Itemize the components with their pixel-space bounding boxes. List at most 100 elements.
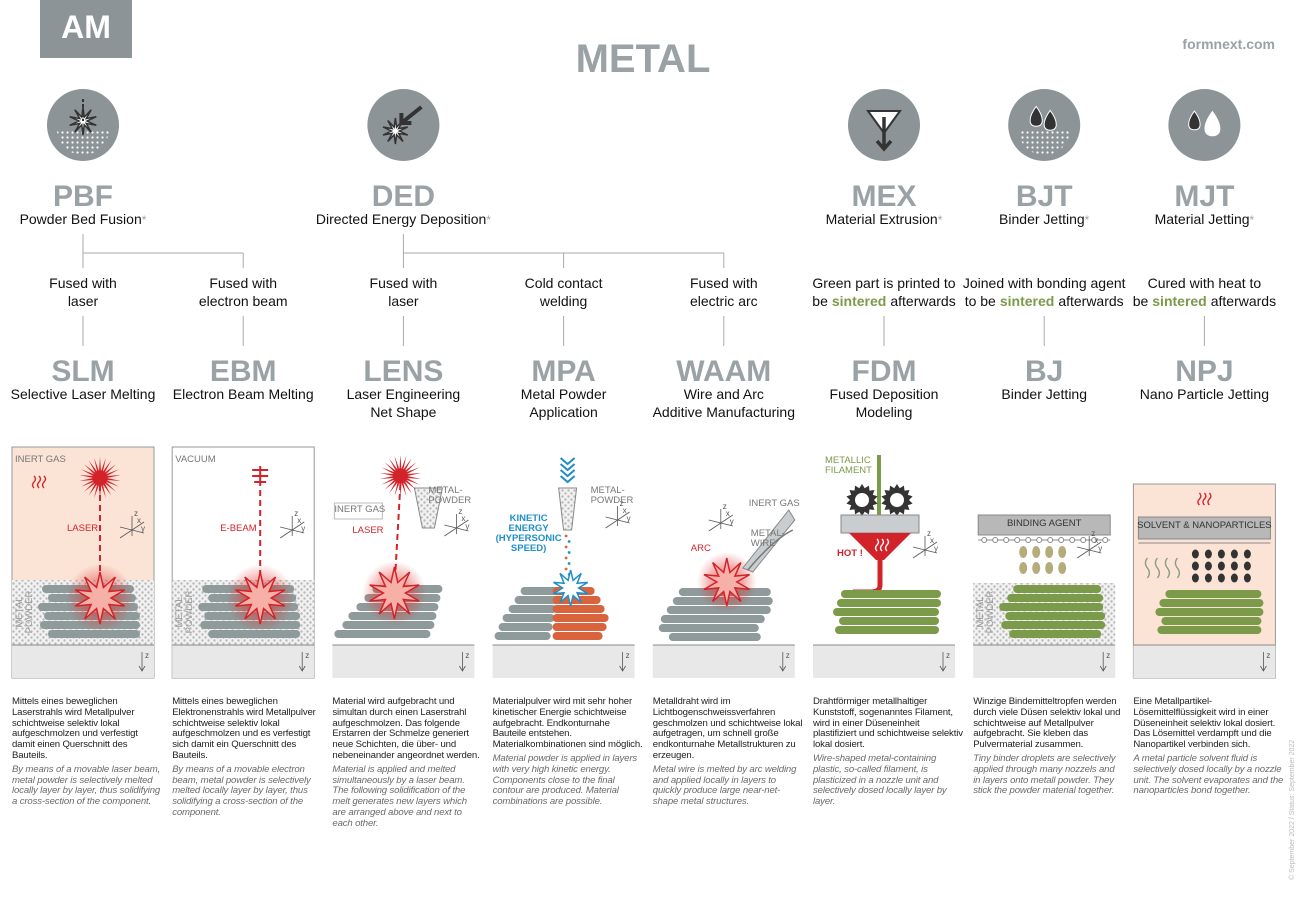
- diagram-label: E-BEAM: [220, 523, 257, 534]
- diagram-label: INERT GAS: [334, 504, 385, 515]
- family-asterisk: *: [1250, 213, 1255, 227]
- torch: [741, 509, 796, 573]
- process-name: Application: [529, 404, 598, 420]
- description: Material wird aufgebracht und simultan d…: [332, 696, 482, 830]
- wire: [747, 529, 794, 571]
- heat-wave: [874, 538, 880, 552]
- axis-letter: x: [1094, 536, 1098, 545]
- axes-gizmo: [119, 516, 145, 539]
- layer: [837, 599, 941, 607]
- axis-letter: z: [626, 651, 630, 660]
- family-code: DED: [372, 180, 435, 213]
- particle-drop: [1243, 561, 1251, 571]
- chevron: [559, 475, 576, 484]
- icon-powder: [1018, 129, 1071, 155]
- axis-letter: y: [934, 544, 938, 553]
- particle-drop: [1204, 561, 1212, 571]
- family-name-text: Material Jetting: [1155, 211, 1250, 227]
- description-en: Material powder is applied in layers wit…: [492, 752, 638, 808]
- heat-wave: [1202, 492, 1207, 506]
- z-arrow-head: [459, 665, 466, 672]
- method-line: laser: [388, 293, 419, 309]
- method-line: to be sintered afterwards: [965, 293, 1124, 309]
- axis-letter: z: [465, 651, 469, 660]
- particle-drop: [1217, 561, 1225, 571]
- nozzle: [1014, 537, 1021, 543]
- method-line: be sintered afterwards: [1133, 293, 1276, 309]
- description-en: Material is applied and melted simultane…: [332, 763, 467, 829]
- method-text: afterwards: [1058, 293, 1123, 309]
- binder-drop: [1058, 562, 1067, 574]
- method-line: Cured with heat to: [1148, 275, 1262, 291]
- layer: [208, 630, 301, 638]
- axis-letter: z: [786, 651, 790, 660]
- description: Mittels eines beweglichen Elektronenstra…: [172, 696, 322, 819]
- description-de: Metalldraht wird im Lichtbogenschweissve…: [652, 696, 803, 761]
- particle-drop: [1204, 549, 1212, 559]
- method-emphasis: sintered: [1152, 293, 1206, 309]
- heat-wave: [31, 475, 37, 489]
- laser-core: [393, 469, 408, 483]
- method-text: Cured with heat to: [1148, 275, 1262, 291]
- z-arrow-head: [298, 665, 306, 672]
- family-name-text: Powder Bed Fusion: [20, 211, 142, 227]
- diagram-label: FILAMENT: [825, 465, 872, 476]
- description-en: Metal wire is melted by arc welding and …: [652, 763, 797, 808]
- layer: [494, 632, 551, 640]
- vapor: [1154, 557, 1161, 579]
- layer: [502, 614, 555, 622]
- heat-wave: [1207, 492, 1212, 506]
- layer: [1155, 608, 1264, 616]
- axis-letter: y: [627, 514, 631, 523]
- process-name: Electron Beam Melting: [173, 386, 314, 402]
- gas-box: [333, 502, 383, 520]
- particle-drop: [1191, 549, 1199, 559]
- layer: [1001, 621, 1106, 629]
- chevron: [559, 469, 576, 478]
- process-name: Laser Engineering: [347, 386, 461, 402]
- process-acronym: SLM: [51, 355, 114, 388]
- method-line: Green part is printed to: [812, 275, 955, 291]
- diagram-label: ARC: [691, 543, 711, 554]
- vapor: [1164, 557, 1171, 579]
- chevron: [559, 463, 576, 472]
- floor: [492, 645, 635, 678]
- diagram-label: METAL-: [751, 528, 785, 539]
- nozzle: [1102, 537, 1109, 543]
- particle-drop: [1191, 561, 1199, 571]
- icon-star: [382, 117, 409, 145]
- process-name: Nano Particle Jetting: [1140, 386, 1269, 402]
- diagram-label: METALLIC: [825, 455, 871, 466]
- particle: [567, 551, 571, 554]
- nozzle: [1058, 537, 1065, 543]
- z-arrow-head: [1099, 665, 1107, 672]
- description-de: Eine Metallpartikel-Lösemittelflüssigkei…: [1133, 696, 1276, 751]
- family-code: MEX: [851, 180, 916, 213]
- diagram-label: KINETIC: [510, 513, 548, 524]
- layer: [660, 615, 765, 623]
- layer: [514, 596, 559, 604]
- impact-star: [553, 569, 589, 607]
- particle-drop: [1243, 549, 1251, 559]
- description-en: A metal particle solvent fluid is select…: [1133, 752, 1284, 797]
- description: Metalldraht wird im Lichtbogenschweissve…: [652, 696, 803, 808]
- particle-drop: [1243, 573, 1251, 583]
- diagram-label: HOT !: [837, 548, 863, 559]
- method-text: Joined with bonding agent: [963, 275, 1126, 291]
- heat-wave: [36, 475, 42, 489]
- particle: [567, 540, 571, 543]
- site: formnext.com: [1182, 36, 1275, 52]
- layer: [48, 630, 140, 638]
- chevron: [559, 457, 576, 466]
- hot-box: [833, 548, 863, 563]
- process-name: Additive Manufacturing: [653, 404, 795, 420]
- description-de: Mittels eines beweglichen Elektronenstra…: [172, 696, 316, 761]
- binder-drop: [1045, 546, 1054, 558]
- diagram-label: LASER: [352, 525, 383, 536]
- floor: [1133, 645, 1276, 678]
- process-name: Selective Laser Melting: [11, 386, 156, 402]
- diagram-label: BINDING AGENT: [1007, 518, 1082, 529]
- method-text: laser: [68, 293, 99, 309]
- description: Winzige Bindemitteltropfen werden durch …: [973, 696, 1123, 797]
